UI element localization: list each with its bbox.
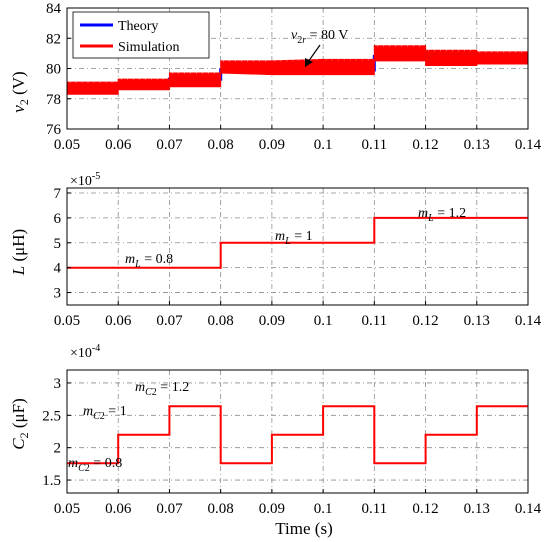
voltage-x-tick-label: 0.05 [54,137,80,153]
legend-theory-label: Theory [118,19,158,34]
capacitance-x-tick-label: 0.14 [515,501,542,517]
inductance-x-tick-label: 0.05 [54,313,80,329]
capacitance-x-tick-label: 0.06 [105,501,132,517]
inductance-x-tick-label: 0.12 [412,313,438,329]
inductance-label-m08: mL = 0.8 [125,252,173,270]
capacitance-x-tick-label: 0.11 [361,501,387,517]
voltage-y-tick-label: 78 [46,92,61,108]
inductance-y-label: L (μH) [9,229,28,276]
voltage-simulation-ripple [69,44,523,84]
capacitance-x-tick-label: 0.09 [259,501,285,517]
voltage-y-tick-label: 76 [46,122,62,138]
inductance-x-tick-label: 0.07 [156,313,183,329]
capacitance-y-tick-label: 1.5 [42,473,61,489]
annotation-arrow-shaft [307,44,321,63]
inductance-y-tick-label: 6 [54,211,62,227]
voltage-y-tick-label: 82 [46,31,61,47]
legend-box [72,11,210,59]
capacitance-label-m1: mC2 = 1 [83,404,127,422]
annotation-arrow-head [305,58,313,67]
capacitance-x-tick-label: 0.05 [54,501,80,517]
capacitance-step-line [67,405,528,465]
inductance-y-tick-label: 3 [54,286,62,302]
capacitance-x-tick-label: 0.08 [208,501,234,517]
voltage-x-tick-label: 0.08 [208,137,234,153]
legend: Theory Simulation [72,11,210,59]
capacitance-y-tick-label: 2.5 [42,408,61,424]
capacitance-y-tick-label: 3 [54,376,62,392]
inductance-x-tick-label: 0.11 [361,313,387,329]
capacitance-x-tick-label: 0.12 [412,501,438,517]
inductance-x-tick-label: 0.13 [464,313,490,329]
capacitance-axes-frame [66,369,529,494]
inductance-x-tick-label: 0.09 [259,313,285,329]
capacitance-x-tick-label: 0.13 [464,501,490,517]
inductance-y-tick-label: 7 [54,186,62,202]
voltage-y-label: v2 (V) [9,71,31,112]
voltage-x-tick-label: 0.12 [412,137,438,153]
voltage-x-tick-label: 0.09 [259,137,285,153]
inductance-x-tick-label: 0.06 [105,313,132,329]
capacitance-tick-labels: 0.05 0.06 0.07 0.08 0.09 0.1 0.11 0.12 0.13 0.14 1… [42,376,541,517]
voltage-x-tick-label: 0.13 [464,137,490,153]
inductance-step-line [67,216,528,269]
capacitance-x-tick-label: 0.1 [314,501,333,517]
voltage-y-tick-label: 84 [46,1,62,17]
capacitance-label-m12: mC2 = 1.2 [135,380,189,398]
inductance-panel: 0.05 0.06 0.07 0.08 0.09 0.1 0.11 0.12 0.13 0.14 3… [9,171,542,329]
voltage-x-tick-label: 0.06 [105,137,132,153]
inductance-label-m12: mL = 1.2 [418,206,466,224]
time-x-label: Time (s) [275,519,332,538]
inductance-series [67,216,528,269]
reference-voltage-annotation: v2r = 80 V [291,28,348,67]
voltage-tick-labels: 0.05 0.06 0.07 0.08 0.09 0.1 0.11 0.12 0.13 0.14 7… [46,1,542,153]
capacitance-y-label: C2 (μF) [9,398,31,450]
inductance-x-tick-label: 0.1 [314,313,333,329]
capacitance-label-m08: mC2 = 0.8 [68,456,122,474]
inductance-y-tick-label: 4 [54,261,62,277]
inductance-x-tick-label: 0.08 [208,313,234,329]
voltage-x-tick-label: 0.07 [156,137,183,153]
voltage-panel: 0.05 0.06 0.07 0.08 0.09 0.1 0.11 0.12 0.13 0.14 7… [9,1,542,153]
inductance-label-m1: mL = 1 [275,229,313,247]
inductance-tick-labels: 0.05 0.06 0.07 0.08 0.09 0.1 0.11 0.12 0.13 0.14 3… [54,186,542,329]
legend-simulation-label: Simulation [118,40,179,55]
capacitance-y-tick-label: 2 [54,441,62,457]
inductance-exponent: ×10-5 [70,171,100,189]
inductance-axes-frame [66,187,529,306]
capacitance-series [67,405,528,465]
reference-voltage-label: v2r = 80 V [291,28,348,46]
voltage-x-tick-label: 0.14 [515,137,542,153]
capacitance-exponent: ×10-4 [70,343,100,361]
inductance-y-tick-label: 5 [54,236,62,252]
voltage-y-tick-label: 80 [46,62,61,78]
inductance-x-tick-label: 0.14 [515,313,542,329]
voltage-x-tick-label: 0.1 [314,137,333,153]
capacitance-x-tick-label: 0.07 [156,501,183,517]
voltage-x-tick-label: 0.11 [361,137,387,153]
capacitance-panel: 0.05 0.06 0.07 0.08 0.09 0.1 0.11 0.12 0.13 0.14 1… [9,343,542,538]
